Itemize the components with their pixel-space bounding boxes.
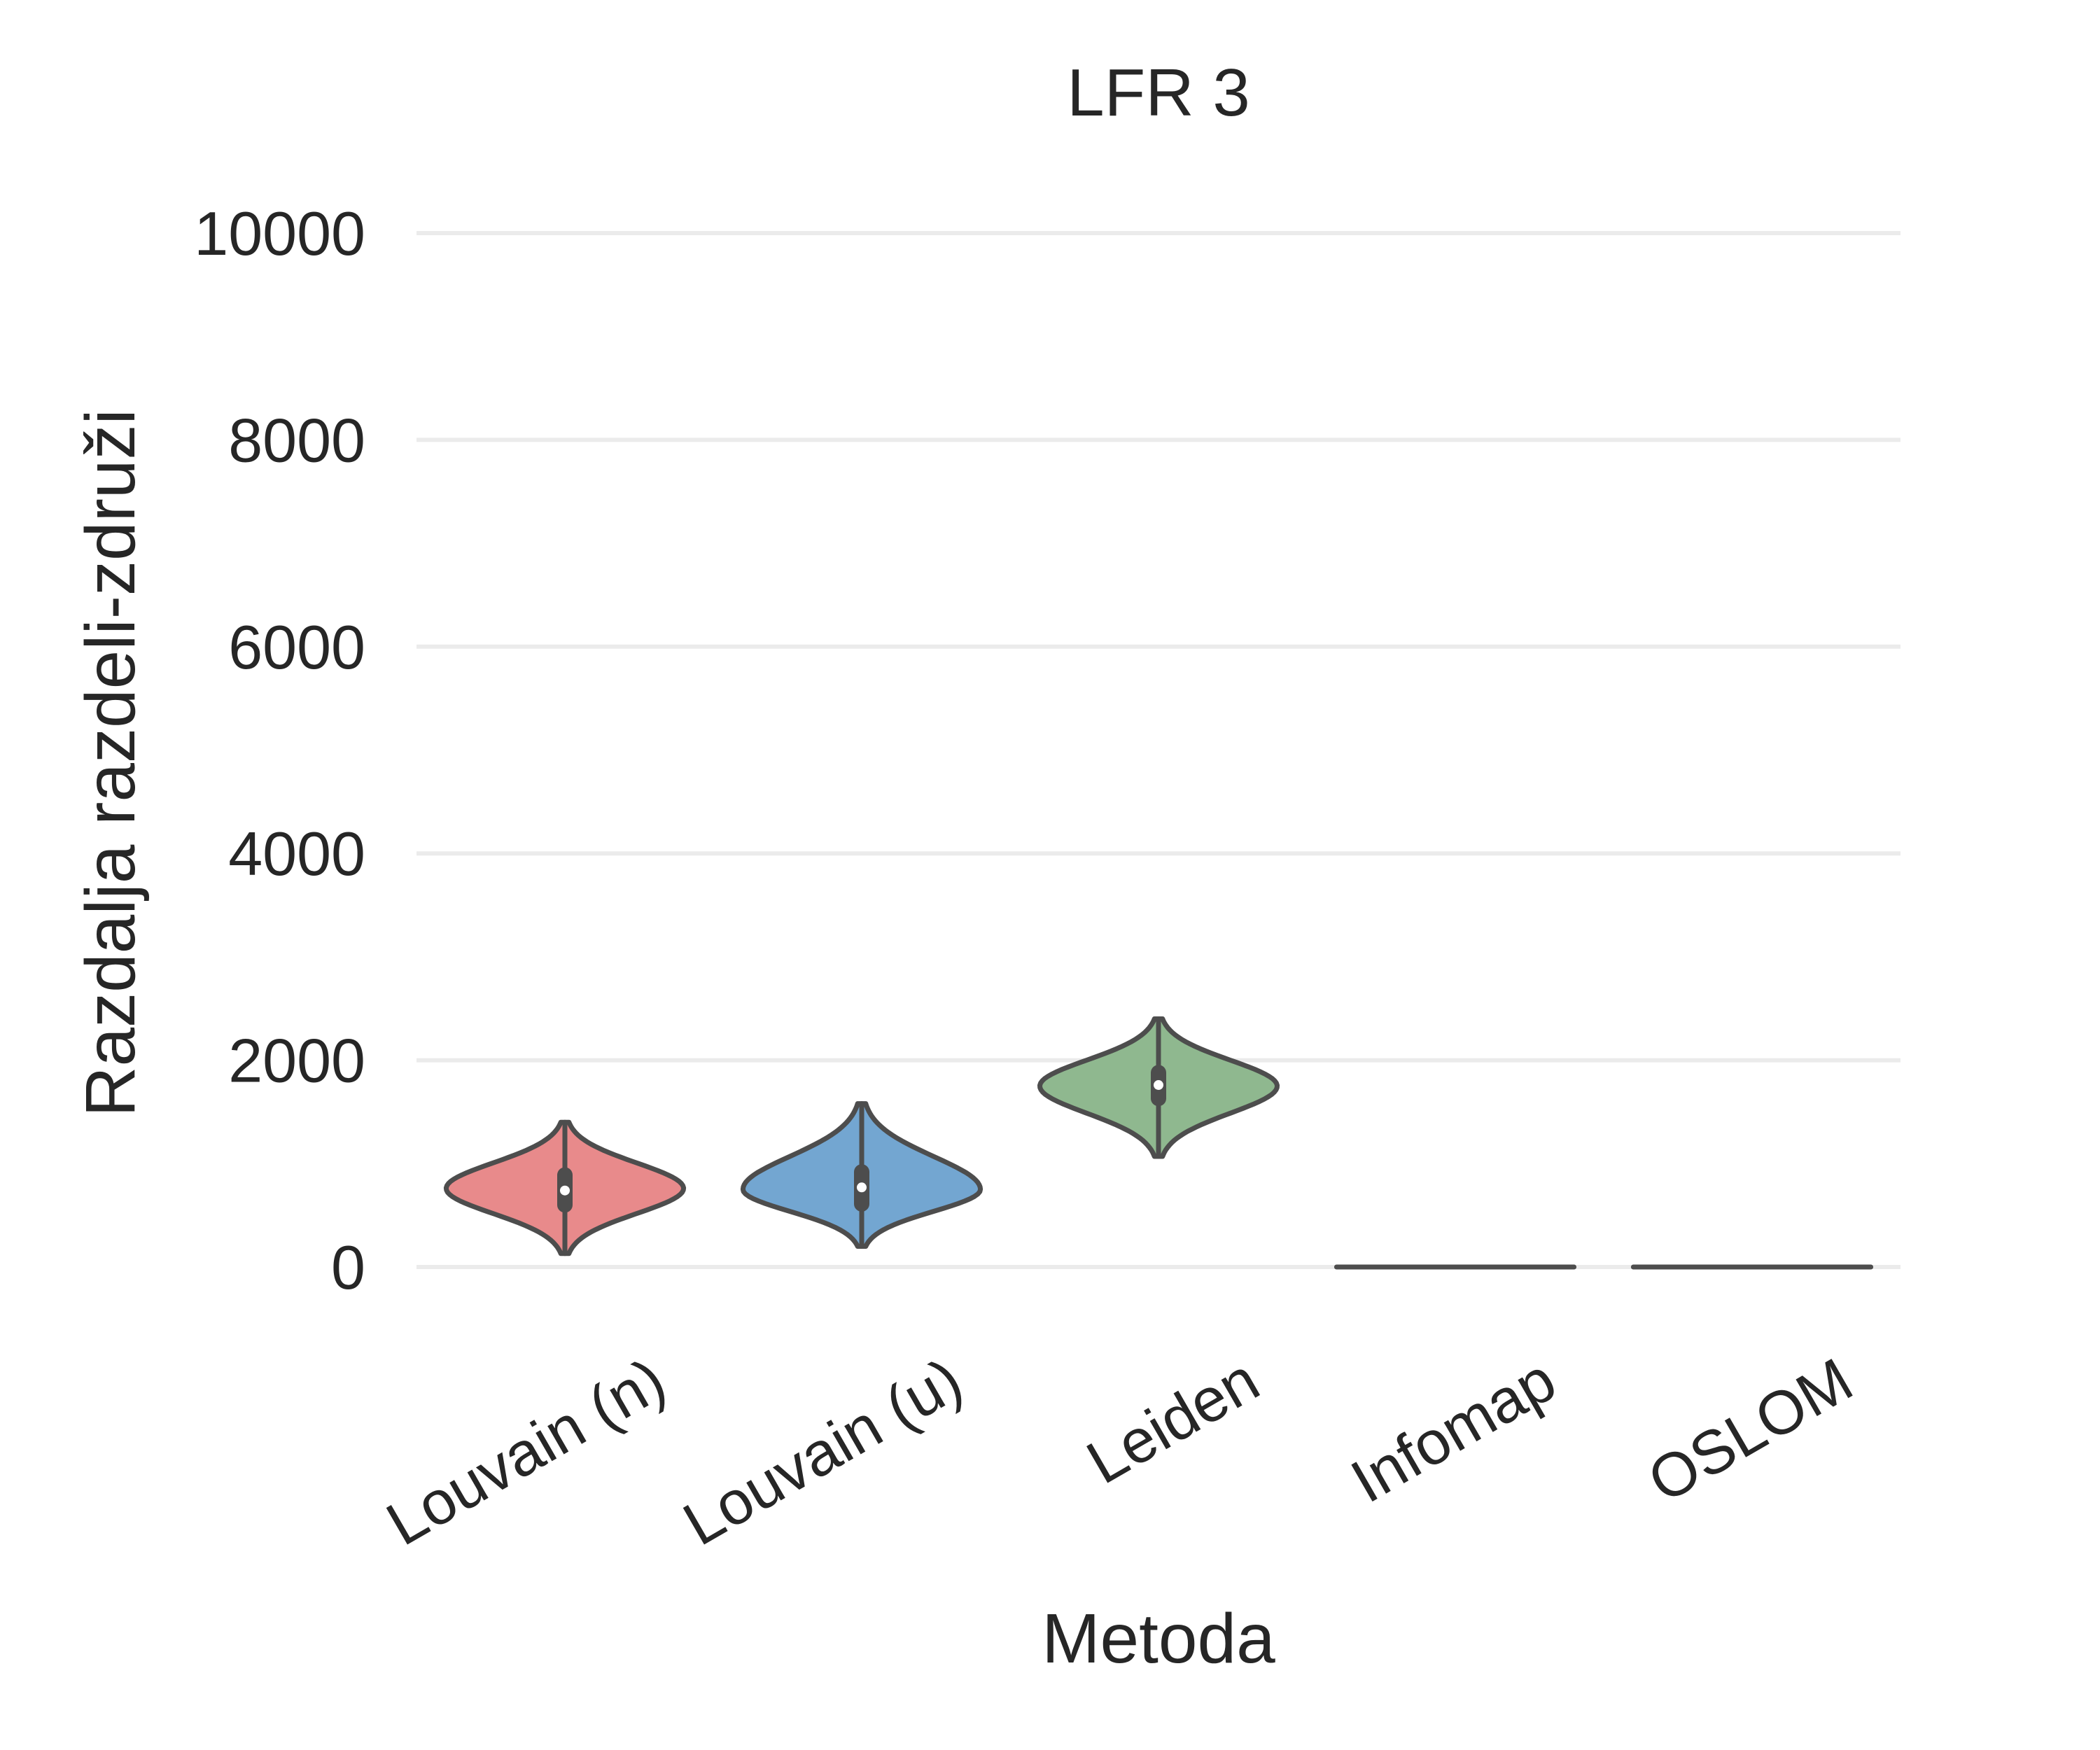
violin-group-0 xyxy=(443,1119,687,1256)
x-tick-labels: Louvain (n)Louvain (u) Leiden Infomap OSLOM xyxy=(375,1345,1864,1559)
y-tick-label: 8000 xyxy=(228,405,365,475)
violin-median-dot xyxy=(1154,1080,1163,1091)
y-tick-label: 2000 xyxy=(228,1026,365,1096)
violin-median-dot xyxy=(560,1185,570,1196)
x-tick-label: Infomap xyxy=(1340,1345,1567,1516)
y-tick-label: 4000 xyxy=(228,819,365,888)
violin-median-dot xyxy=(857,1182,867,1193)
chart-title: LFR 3 xyxy=(1067,55,1250,130)
y-axis-label: Razdalja razdeli-združi xyxy=(71,409,150,1117)
violin-group-1 xyxy=(740,1101,983,1249)
y-tick-label: 0 xyxy=(331,1233,365,1302)
x-tick-label: Leiden xyxy=(1075,1345,1270,1497)
x-tick-label: OSLOM xyxy=(1637,1345,1864,1516)
violin-group-2 xyxy=(1037,1016,1280,1159)
x-tick-label: Louvain (n) xyxy=(375,1345,677,1559)
violins xyxy=(443,1016,1874,1270)
y-tick-labels: 0 2000 4000 6000 8000 10000 xyxy=(194,199,365,1302)
x-axis-label: Metoda xyxy=(1042,1600,1275,1678)
y-tick-label: 10000 xyxy=(194,199,365,268)
x-tick-label: Louvain (u) xyxy=(672,1345,974,1559)
y-tick-label: 6000 xyxy=(228,612,365,682)
